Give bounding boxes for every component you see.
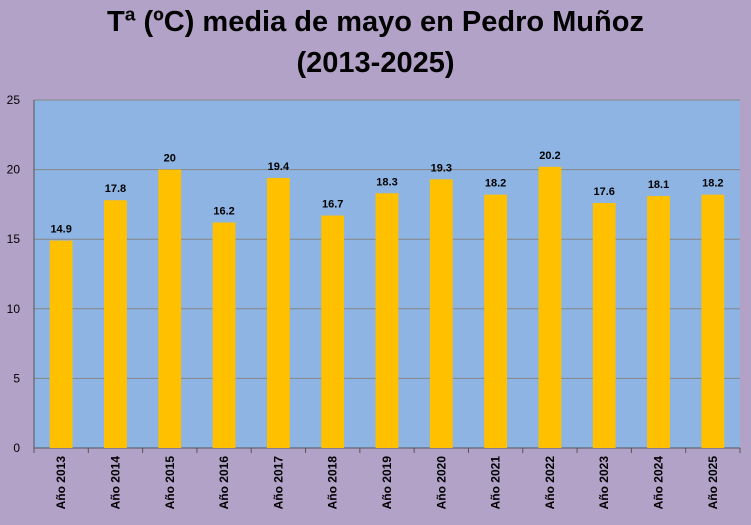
bar-value-label: 18.1 (648, 179, 669, 191)
chart-title-line-1: Tª (ºC) media de mayo en Pedro Muñoz (107, 6, 644, 38)
bar (321, 215, 345, 448)
x-category-label: Año 2019 (380, 456, 394, 510)
x-category-label: Año 2018 (326, 456, 340, 510)
bar-value-label: 16.7 (322, 199, 343, 211)
x-category-label: Año 2013 (54, 456, 68, 510)
bar-value-label: 16.2 (213, 205, 234, 217)
x-category-label: Año 2015 (163, 456, 177, 510)
bar (212, 222, 236, 448)
x-category-label: Año 2023 (597, 456, 611, 510)
x-category-label: Año 2024 (652, 456, 666, 510)
bar-value-label: 20 (164, 153, 176, 165)
y-tick-label: 0 (13, 441, 20, 455)
y-tick-label: 15 (7, 232, 21, 246)
bar (375, 193, 399, 448)
x-category-label: Año 2014 (108, 456, 122, 510)
bar (647, 196, 670, 448)
bar (104, 200, 127, 448)
y-tick-label: 10 (7, 302, 21, 316)
bar-value-label: 18.2 (485, 178, 506, 190)
bar (49, 240, 73, 448)
x-category-label: Año 2021 (489, 456, 503, 510)
bar (484, 194, 508, 448)
x-category-label: Año 2025 (706, 456, 720, 510)
x-category-label: Año 2020 (434, 456, 448, 510)
bar-value-label: 20.2 (539, 150, 560, 162)
x-category-label: Año 2016 (217, 456, 231, 510)
bar (538, 166, 562, 449)
bar-value-label: 19.3 (431, 162, 452, 174)
x-category-label: Año 2022 (543, 456, 557, 510)
bar (429, 179, 453, 448)
bar-value-label: 18.2 (702, 178, 723, 190)
bar (266, 177, 290, 448)
bar-value-label: 14.9 (50, 224, 71, 236)
bar (592, 203, 616, 448)
x-category-label: Año 2017 (271, 456, 285, 510)
chart-title-line-2: (2013-2025) (296, 47, 455, 79)
bar-value-label: 17.8 (105, 183, 126, 195)
y-tick-label: 20 (7, 163, 21, 177)
bar (158, 169, 182, 448)
bar-value-label: 19.4 (268, 161, 290, 173)
y-tick-label: 5 (13, 371, 20, 385)
bar (701, 194, 725, 448)
bar-value-label: 17.6 (594, 186, 615, 198)
y-tick-label: 25 (7, 93, 21, 107)
bar-value-label: 18.3 (376, 176, 397, 188)
